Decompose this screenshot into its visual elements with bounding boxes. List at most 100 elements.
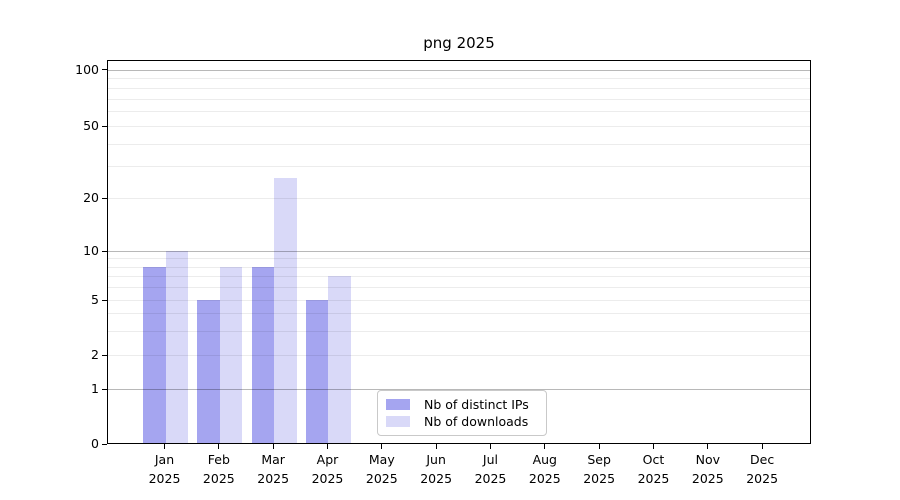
bar-downloads-mar xyxy=(274,177,297,444)
x-tick-year: 2025 xyxy=(474,471,507,486)
bar-downloads-feb xyxy=(219,266,243,444)
x-tick-month: Apr xyxy=(316,452,339,467)
distinct-ips-swatch-icon xyxy=(386,399,410,410)
x-tick-label: Oct 2025 xyxy=(621,450,685,488)
y-gridline-minor xyxy=(107,78,811,80)
y-tick-mark xyxy=(102,388,107,390)
bar-downloads-jan xyxy=(165,251,188,444)
x-tick-label: Mar 2025 xyxy=(241,450,305,488)
y-tick-mark xyxy=(102,250,107,252)
legend-item-downloads: Nb of downloads xyxy=(378,414,546,429)
x-tick-year: 2025 xyxy=(746,471,779,486)
legend-label-distinct-ips: Nb of distinct IPs xyxy=(424,397,529,412)
y-tick-mark xyxy=(102,443,107,445)
x-tick-mark xyxy=(707,444,709,449)
x-tick-mark xyxy=(544,444,546,449)
y-tick-label: 2 xyxy=(91,347,99,363)
bar-distinct-ips-feb xyxy=(197,300,220,444)
x-tick-label: Sep 2025 xyxy=(567,450,631,488)
x-tick-mark xyxy=(272,444,274,449)
plot-area xyxy=(107,60,811,444)
y-gridline-major xyxy=(107,69,811,71)
y-tick-mark xyxy=(102,69,107,71)
chart-title: png 2025 xyxy=(423,34,495,52)
legend: Nb of distinct IPs Nb of downloads xyxy=(377,390,547,436)
y-gridline-minor xyxy=(107,313,811,315)
bar-distinct-ips-jan xyxy=(143,266,166,444)
x-tick-mark xyxy=(761,444,763,449)
y-tick-label: 50 xyxy=(83,118,99,134)
x-tick-month: Jul xyxy=(482,452,499,467)
y-gridline-minor xyxy=(107,98,811,100)
legend-item-distinct-ips: Nb of distinct IPs xyxy=(378,397,546,412)
y-tick-label: 5 xyxy=(91,292,99,307)
y-gridline-major xyxy=(107,251,811,252)
x-tick-year: 2025 xyxy=(202,471,235,486)
y-tick-label: 10 xyxy=(83,243,99,258)
x-tick-mark xyxy=(652,444,654,449)
y-tick-label: 0 xyxy=(91,436,99,452)
x-tick-label: Jul 2025 xyxy=(458,450,522,488)
x-tick-label: Dec 2025 xyxy=(730,450,794,488)
x-tick-year: 2025 xyxy=(148,471,181,486)
y-gridline-minor xyxy=(107,198,811,200)
x-tick-mark xyxy=(598,444,600,449)
x-tick-mark xyxy=(326,444,328,449)
x-tick-label: May 2025 xyxy=(350,450,414,488)
y-tick-label: 1 xyxy=(91,381,99,397)
bar-distinct-ips-mar xyxy=(251,266,275,444)
y-gridline-minor xyxy=(107,355,811,357)
x-tick-label: Jun 2025 xyxy=(404,450,468,488)
x-tick-month: Dec xyxy=(750,452,775,467)
x-tick-month: Oct xyxy=(642,452,665,467)
x-tick-mark xyxy=(164,444,165,449)
x-tick-label: Jan 2025 xyxy=(133,450,197,488)
y-gridline-minor xyxy=(107,143,811,145)
bar-distinct-ips-apr xyxy=(305,300,329,444)
x-tick-label: Aug 2025 xyxy=(513,450,577,488)
y-gridline-minor xyxy=(107,266,811,268)
x-tick-label: Apr 2025 xyxy=(295,450,359,488)
y-gridline-minor xyxy=(107,166,811,168)
y-tick-label: 20 xyxy=(83,190,99,206)
x-tick-month: Mar xyxy=(261,452,285,467)
x-tick-label: Nov 2025 xyxy=(676,450,740,488)
y-gridline-major xyxy=(107,389,811,391)
y-gridline-minor xyxy=(107,258,811,260)
x-tick-year: 2025 xyxy=(528,471,561,486)
bar-downloads-apr xyxy=(328,276,351,444)
y-gridline-minor xyxy=(107,111,811,113)
y-tick-mark xyxy=(102,125,107,127)
y-tick-mark xyxy=(102,197,107,199)
x-tick-year: 2025 xyxy=(420,471,453,486)
y-gridline-minor xyxy=(107,287,811,289)
x-tick-year: 2025 xyxy=(583,471,616,486)
x-tick-month: Feb xyxy=(207,452,230,467)
x-tick-mark xyxy=(435,444,437,449)
x-tick-year: 2025 xyxy=(637,471,670,486)
x-tick-month: May xyxy=(368,452,395,467)
y-gridline-minor xyxy=(107,87,811,89)
x-tick-mark xyxy=(489,444,491,449)
y-gridline-minor xyxy=(107,330,811,332)
x-tick-year: 2025 xyxy=(365,471,398,486)
x-tick-month: Jan xyxy=(154,452,175,467)
x-tick-mark xyxy=(218,444,220,449)
y-gridline-minor xyxy=(107,276,811,278)
y-gridline-minor xyxy=(107,300,811,301)
y-gridline-minor xyxy=(107,126,811,128)
x-tick-label: Feb 2025 xyxy=(187,450,251,488)
x-tick-month: Nov xyxy=(695,452,720,467)
legend-label-downloads: Nb of downloads xyxy=(424,414,529,429)
x-tick-month: Sep xyxy=(587,452,611,467)
y-tick-label: 100 xyxy=(75,61,99,77)
x-tick-year: 2025 xyxy=(257,471,290,486)
x-tick-month: Jun xyxy=(426,452,446,467)
y-tick-mark xyxy=(102,299,107,301)
downloads-swatch-icon xyxy=(386,416,410,427)
x-tick-month: Aug xyxy=(532,452,557,467)
x-tick-year: 2025 xyxy=(691,471,724,486)
x-tick-year: 2025 xyxy=(311,471,344,486)
y-tick-mark xyxy=(102,354,107,356)
